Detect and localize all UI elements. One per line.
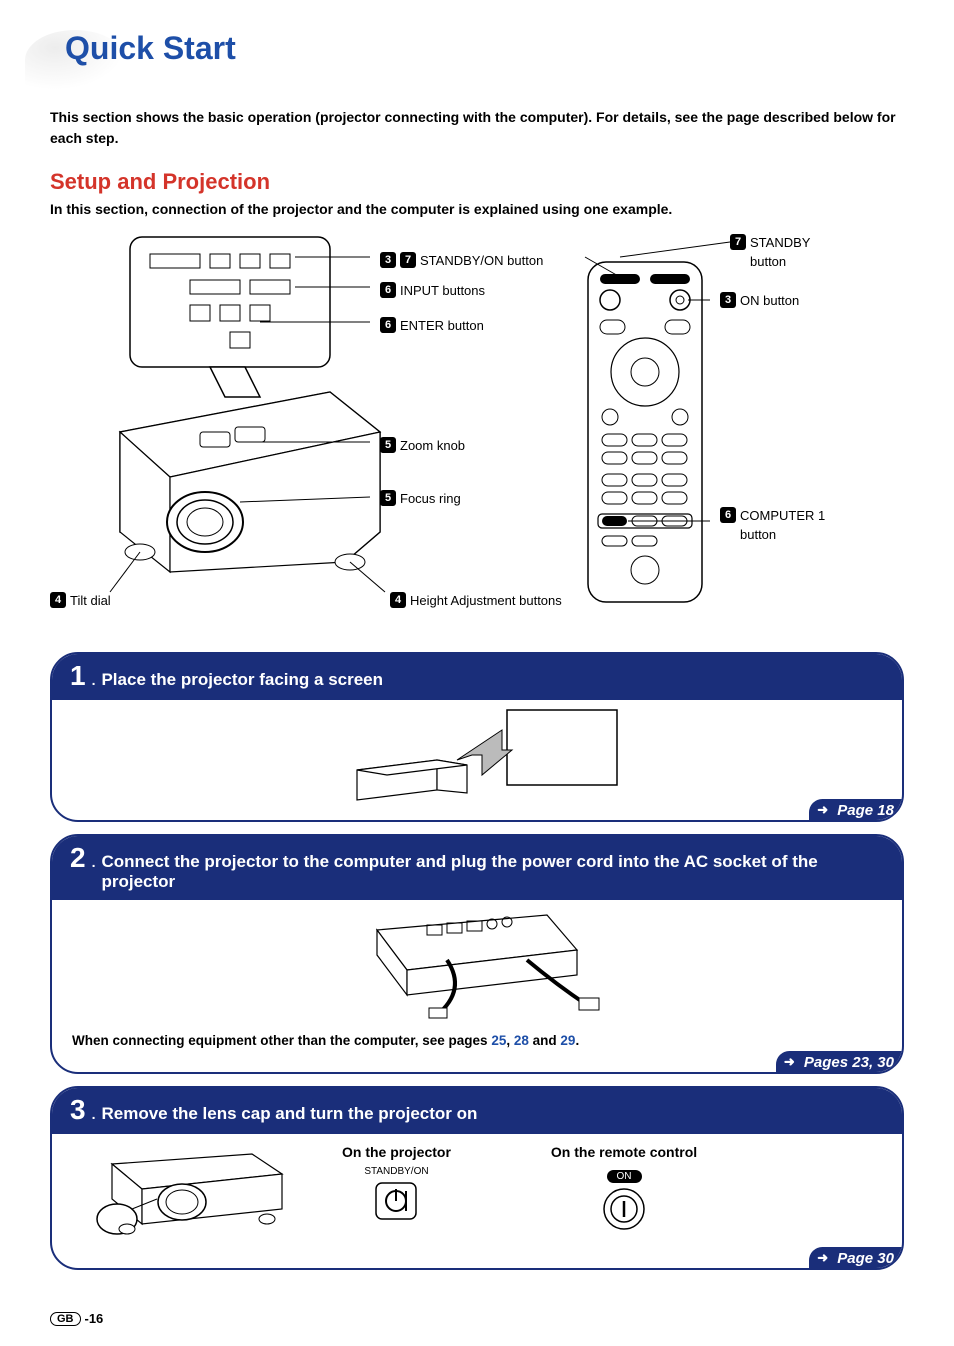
step1-illustration [327,705,627,805]
step-header: 1. Place the projector facing a screen [52,654,902,700]
step-card-3: 3. Remove the lens cap and turn the proj… [50,1086,904,1270]
on-button-icon [602,1187,646,1231]
step-title: Connect the projector to the computer an… [101,852,884,892]
section-subtext: In this section, connection of the proje… [50,201,904,217]
callout-text: INPUT buttons [400,283,485,298]
callout-input: 6 INPUT buttons [380,282,485,298]
num-badge-5: 5 [380,437,396,453]
callout-enter: 6 ENTER button [380,317,484,333]
step-header: 2. Connect the projector to the computer… [52,836,902,900]
step-body: When connecting equipment other than the… [52,900,902,1072]
col-label: On the remote control [551,1144,697,1160]
on-projector-col: On the projector STANDBY/ON [342,1144,451,1226]
callout-focus: 5 Focus ring [380,490,461,506]
region-badge: GB [50,1312,81,1326]
num-badge-6: 6 [380,317,396,333]
callout-zoom: 5 Zoom knob [380,437,465,453]
step3-row: On the projector STANDBY/ON On the remot… [72,1144,882,1244]
num-badge-5: 5 [380,490,396,506]
step2-illustration [72,910,882,1025]
step-number: 2 [70,842,86,874]
page-link[interactable]: 29 [560,1033,575,1048]
step3-projector-illustration [72,1144,302,1244]
step-title: Place the projector facing a screen [101,670,383,690]
projector-diagram [50,232,570,632]
on-remote-col: On the remote control ON [551,1144,697,1236]
section-heading: Setup and Projection [50,169,904,195]
footer-page-number: -16 [85,1311,104,1326]
intro-text: This section shows the basic operation (… [50,107,904,149]
step-header: 3. Remove the lens cap and turn the proj… [52,1088,902,1134]
footer: GB -16 [50,1311,103,1326]
num-badge-3: 3 [380,252,396,268]
callout-text: STANDBY/ON button [420,253,543,268]
callout-text: ON button [740,293,799,308]
page-link[interactable]: 28 [514,1033,529,1048]
step-body: Page 18 [52,700,902,820]
step2-note: When connecting equipment other than the… [72,1033,882,1048]
note-join: and [529,1033,561,1048]
btn-label: STANDBY/ON [342,1166,451,1177]
step-title: Remove the lens cap and turn the project… [101,1104,477,1124]
num-badge-4: 4 [50,592,66,608]
callout-text-sub: button [740,527,776,542]
callout-text: Focus ring [400,491,461,506]
page-title: Quick Start [65,30,904,67]
callout-text: Tilt dial [70,593,111,608]
note-join: . [575,1033,579,1048]
page-link[interactable]: 25 [491,1033,506,1048]
standby-on-button-icon [374,1181,418,1221]
leader-line [580,232,780,262]
step-card-2: 2. Connect the projector to the computer… [50,834,904,1074]
callout-text: ENTER button [400,318,484,333]
remote-diagram [580,252,710,612]
callout-tilt: 4 Tilt dial [50,592,111,608]
page-ref: Page 30 [809,1247,904,1270]
note-prefix: When connecting equipment other than the… [72,1033,491,1048]
callout-computer1: 6 COMPUTER 1 button [720,507,825,542]
note-join: , [506,1033,514,1048]
col-label: On the projector [342,1144,451,1160]
step-number: 1 [70,660,86,692]
num-badge-3: 3 [720,292,736,308]
num-badge-6: 6 [720,507,736,523]
callout-standby-on: 3 7 STANDBY/ON button [380,252,543,268]
num-badge-7: 7 [400,252,416,268]
callout-height: 4 Height Adjustment buttons [390,592,562,608]
btn-label: ON [607,1170,642,1183]
page-ref: Pages 23, 30 [776,1051,904,1074]
callout-text: Height Adjustment buttons [410,593,562,608]
num-badge-4: 4 [390,592,406,608]
callout-text: COMPUTER 1 [740,508,825,523]
step-dot: . [92,854,96,870]
step-body: On the projector STANDBY/ON On the remot… [52,1134,902,1268]
callout-text: Zoom knob [400,438,465,453]
page-ref: Page 18 [809,799,904,822]
num-badge-6: 6 [380,282,396,298]
step-number: 3 [70,1094,86,1126]
callout-on-remote: 3 ON button [720,292,799,308]
step-card-1: 1. Place the projector facing a screen P… [50,652,904,822]
diagram-area: 3 7 STANDBY/ON button 6 INPUT buttons 6 … [50,232,904,642]
step-dot: . [92,672,96,688]
step-dot: . [92,1106,96,1122]
